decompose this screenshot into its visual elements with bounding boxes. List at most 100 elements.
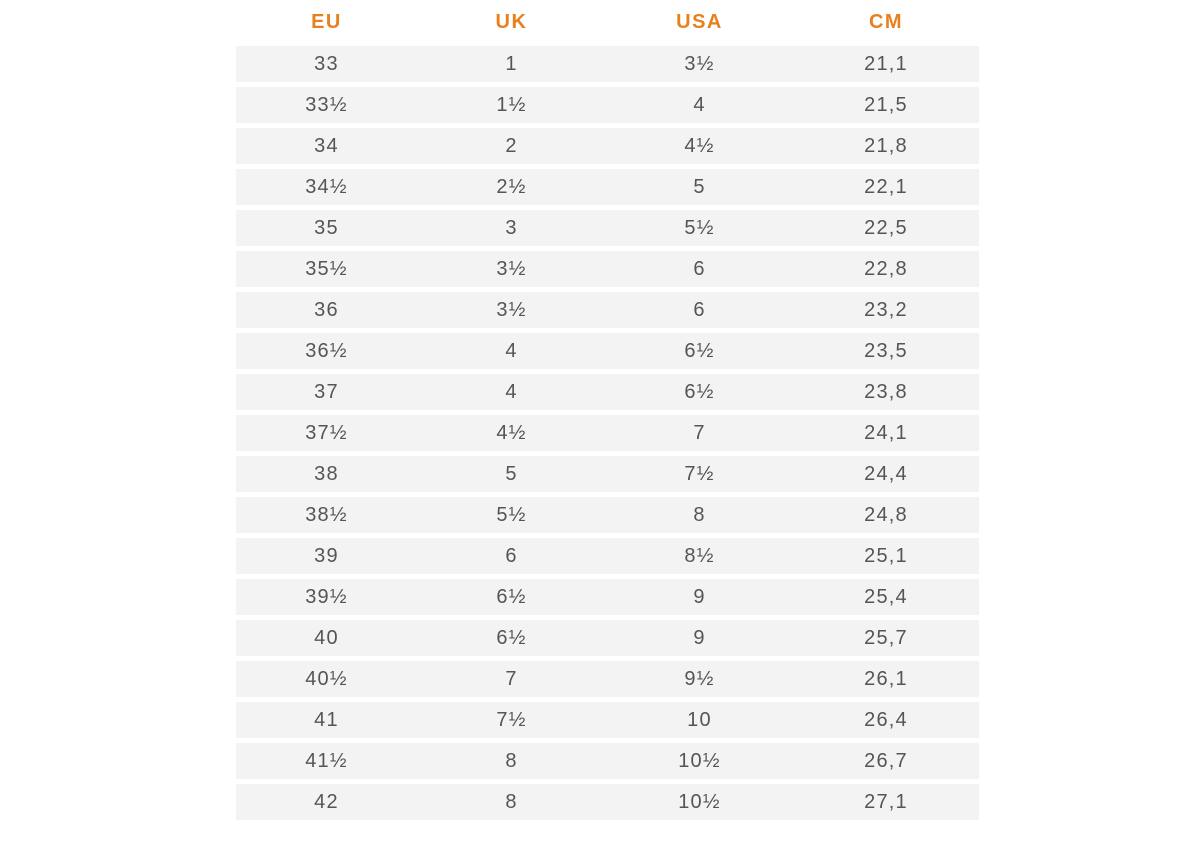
table-row: 39½ 6½ 9 25,4 [236,579,979,615]
cell-cm: 27,1 [864,791,908,813]
table-row: 36 3½ 6 23,2 [236,292,979,328]
cell-usa: 8½ [684,545,715,567]
cell-cm: 24,4 [864,463,908,485]
header-cm: CM [868,11,904,33]
table-row: 38 5 7½ 24,4 [236,456,979,492]
cell-cm: 23,2 [864,299,908,321]
cell-cm: 26,4 [864,709,908,731]
cell-uk: 5½ [496,504,527,526]
cell-usa: 10 [687,709,712,731]
cell-eu: 41½ [305,750,348,772]
cell-uk: 6 [505,545,518,567]
cell-usa: 6½ [684,381,715,403]
table-row: 40½ 7 9½ 26,1 [236,661,979,697]
cell-cm: 26,1 [864,668,908,690]
table-row: 35 3 5½ 22,5 [236,210,979,246]
cell-cm: 21,5 [864,94,908,116]
table-row: 36½ 4 6½ 23,5 [236,333,979,369]
cell-usa: 7½ [684,463,715,485]
cell-cm: 25,1 [864,545,908,567]
table-row: 37 4 6½ 23,8 [236,374,979,410]
cell-uk: 2½ [496,176,527,198]
cell-eu: 38½ [305,504,348,526]
table-body: 33 1 3½ 21,1 33½ 1½ 4 21,5 34 2 4½ 21,8 34½ 2½ 5 22,1 35… [236,46,979,820]
cell-uk: 8 [505,750,518,772]
cell-uk: 8 [505,791,518,813]
cell-usa: 4½ [684,135,715,157]
cell-eu: 36 [314,299,339,321]
header-uk: UK [495,11,528,33]
cell-uk: 5 [505,463,518,485]
cell-cm: 25,4 [864,586,908,608]
cell-usa: 7 [693,422,706,444]
cell-uk: 1½ [496,94,527,116]
table-header-row: EU UK USA CM [236,0,979,44]
cell-eu: 41 [314,709,339,731]
table-row: 33½ 1½ 4 21,5 [236,87,979,123]
cell-cm: 24,8 [864,504,908,526]
table-row: 34 2 4½ 21,8 [236,128,979,164]
cell-eu: 34 [314,135,339,157]
cell-cm: 22,1 [864,176,908,198]
table-row: 40 6½ 9 25,7 [236,620,979,656]
cell-usa: 8 [693,504,706,526]
table-row: 37½ 4½ 7 24,1 [236,415,979,451]
table-row: 42 8 10½ 27,1 [236,784,979,820]
cell-uk: 3½ [496,299,527,321]
cell-cm: 24,1 [864,422,908,444]
cell-eu: 40½ [305,668,348,690]
table-row: 34½ 2½ 5 22,1 [236,169,979,205]
cell-eu: 39½ [305,586,348,608]
cell-usa: 6 [693,299,706,321]
cell-usa: 5 [693,176,706,198]
cell-uk: 1 [505,53,518,75]
cell-usa: 5½ [684,217,715,239]
cell-eu: 37½ [305,422,348,444]
cell-usa: 6 [693,258,706,280]
table-row: 33 1 3½ 21,1 [236,46,979,82]
cell-usa: 3½ [684,53,715,75]
header-eu: EU [311,11,342,33]
cell-uk: 4 [505,381,518,403]
cell-usa: 10½ [678,750,721,772]
table-row: 41½ 8 10½ 26,7 [236,743,979,779]
cell-cm: 22,8 [864,258,908,280]
cell-usa: 4 [693,94,706,116]
table-row: 39 6 8½ 25,1 [236,538,979,574]
cell-cm: 25,7 [864,627,908,649]
cell-usa: 9½ [684,668,715,690]
cell-uk: 4½ [496,422,527,444]
cell-eu: 42 [314,791,339,813]
cell-eu: 39 [314,545,339,567]
table-row: 35½ 3½ 6 22,8 [236,251,979,287]
cell-eu: 33 [314,53,339,75]
cell-uk: 3 [505,217,518,239]
cell-cm: 21,8 [864,135,908,157]
cell-uk: 6½ [496,627,527,649]
cell-uk: 7 [505,668,518,690]
cell-cm: 23,5 [864,340,908,362]
cell-usa: 9 [693,586,706,608]
cell-eu: 38 [314,463,339,485]
cell-uk: 3½ [496,258,527,280]
cell-eu: 36½ [305,340,348,362]
cell-usa: 10½ [678,791,721,813]
cell-cm: 22,5 [864,217,908,239]
cell-eu: 35 [314,217,339,239]
cell-usa: 9 [693,627,706,649]
cell-eu: 34½ [305,176,348,198]
cell-eu: 33½ [305,94,348,116]
cell-uk: 4 [505,340,518,362]
cell-uk: 6½ [496,586,527,608]
cell-cm: 26,7 [864,750,908,772]
cell-usa: 6½ [684,340,715,362]
size-chart-table: EU UK USA CM 33 1 3½ 21,1 33½ 1½ 4 21,5 34 2 4½ 21,… [236,0,979,820]
table-row: 38½ 5½ 8 24,8 [236,497,979,533]
cell-uk: 2 [505,135,518,157]
cell-eu: 35½ [305,258,348,280]
header-usa: USA [676,11,723,33]
cell-cm: 21,1 [864,53,908,75]
cell-eu: 37 [314,381,339,403]
cell-eu: 40 [314,627,339,649]
cell-uk: 7½ [496,709,527,731]
